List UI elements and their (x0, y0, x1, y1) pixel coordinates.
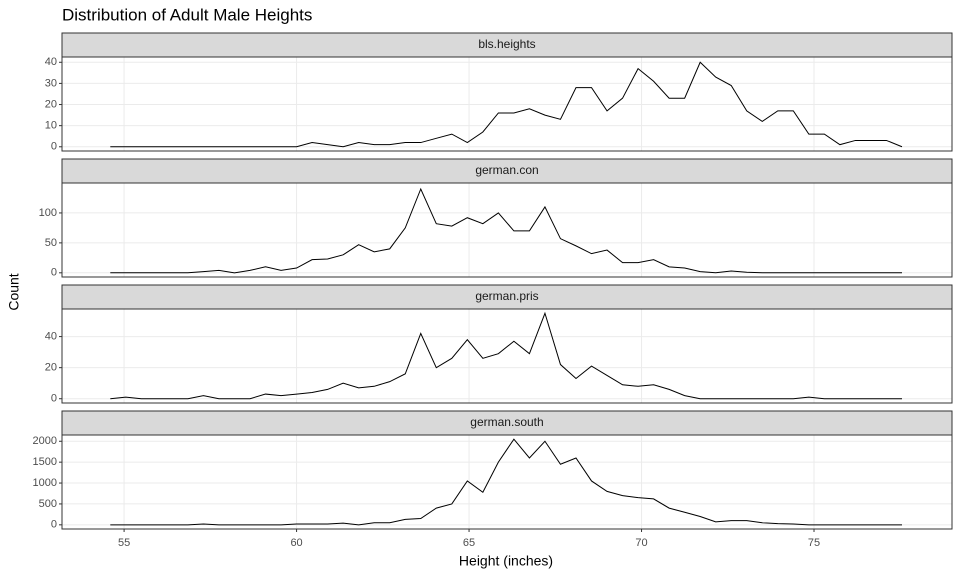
panel (62, 309, 952, 403)
y-tick-label: 0 (51, 519, 57, 531)
line (110, 187, 902, 274)
y-tick-label: 2000 (33, 435, 57, 447)
strip-label: german.con (475, 163, 538, 177)
strip-label: bls.heights (478, 37, 535, 51)
panel (62, 57, 952, 151)
y-tick-label: 40 (45, 330, 57, 342)
strip-label: german.south (470, 415, 543, 429)
y-tick-label: 0 (51, 267, 57, 279)
y-tick-label: 50 (45, 237, 57, 249)
y-tick-label: 100 (39, 207, 57, 219)
strip (61, 32, 953, 58)
strip (61, 284, 953, 310)
panel-border (61, 182, 953, 278)
panel (62, 183, 952, 277)
strip (61, 158, 953, 184)
y-tick-label: 20 (45, 98, 57, 110)
y-tick-label: 20 (45, 362, 57, 374)
chart-title: Distribution of Adult Male Heights (62, 5, 312, 24)
y-tick-label: 1500 (33, 456, 57, 468)
x-tick-label: 55 (118, 537, 130, 549)
y-axis-title: Count (6, 273, 22, 310)
x-tick-label: 75 (808, 537, 820, 549)
y-tick-label: 40 (45, 56, 57, 68)
line (110, 438, 902, 526)
x-tick-label: 60 (290, 537, 302, 549)
y-tick-label: 10 (45, 120, 57, 132)
strip-label: german.pris (475, 289, 538, 303)
x-tick-label: 70 (635, 537, 647, 549)
panel-border (61, 434, 953, 530)
y-tick-label: 0 (51, 393, 57, 405)
panel-border (61, 56, 953, 152)
y-tick-label: 0 (51, 141, 57, 153)
y-tick-label: 500 (39, 498, 57, 510)
x-axis-title: Height (inches) (459, 553, 553, 569)
y-tick-label: 1000 (33, 477, 57, 489)
line (110, 311, 902, 400)
strip (61, 410, 953, 436)
panel-border (61, 308, 953, 404)
line (110, 61, 903, 148)
panel (62, 435, 952, 529)
x-tick-label: 65 (463, 537, 475, 549)
y-tick-label: 30 (45, 77, 57, 89)
